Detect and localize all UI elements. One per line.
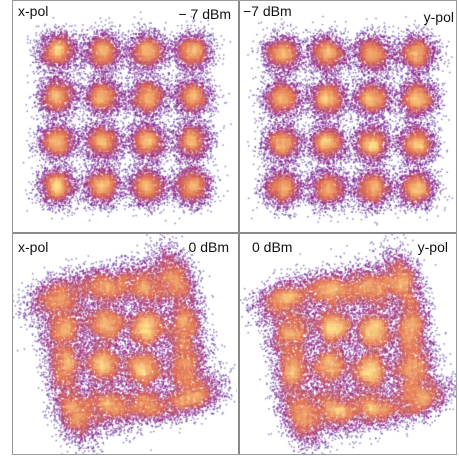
power-label: −7 dBm — [243, 3, 292, 19]
polarization-label: y-pol — [423, 9, 454, 25]
horizontal-divider — [12, 232, 457, 234]
constellation-panel-bottom-left: x-pol 0 dBm — [13, 234, 237, 455]
scatter-plot-top-right — [240, 1, 456, 231]
polarization-label: y-pol — [417, 239, 448, 255]
constellation-panel-top-left: x-pol − 7 dBm — [13, 1, 237, 231]
scatter-plot-top-left — [13, 1, 237, 231]
scatter-plot-bottom-left — [13, 234, 237, 455]
scatter-plot-bottom-right — [240, 234, 456, 455]
power-label: 0 dBm — [188, 239, 229, 255]
vertical-divider — [238, 0, 240, 455]
polarization-label: x-pol — [18, 3, 49, 19]
constellation-panel-bottom-right: 0 dBm y-pol — [240, 234, 456, 455]
constellation-panel-top-right: −7 dBm y-pol — [240, 1, 456, 231]
power-label: 0 dBm — [252, 239, 293, 255]
power-label: − 7 dBm — [178, 6, 231, 22]
polarization-label: x-pol — [18, 239, 49, 255]
